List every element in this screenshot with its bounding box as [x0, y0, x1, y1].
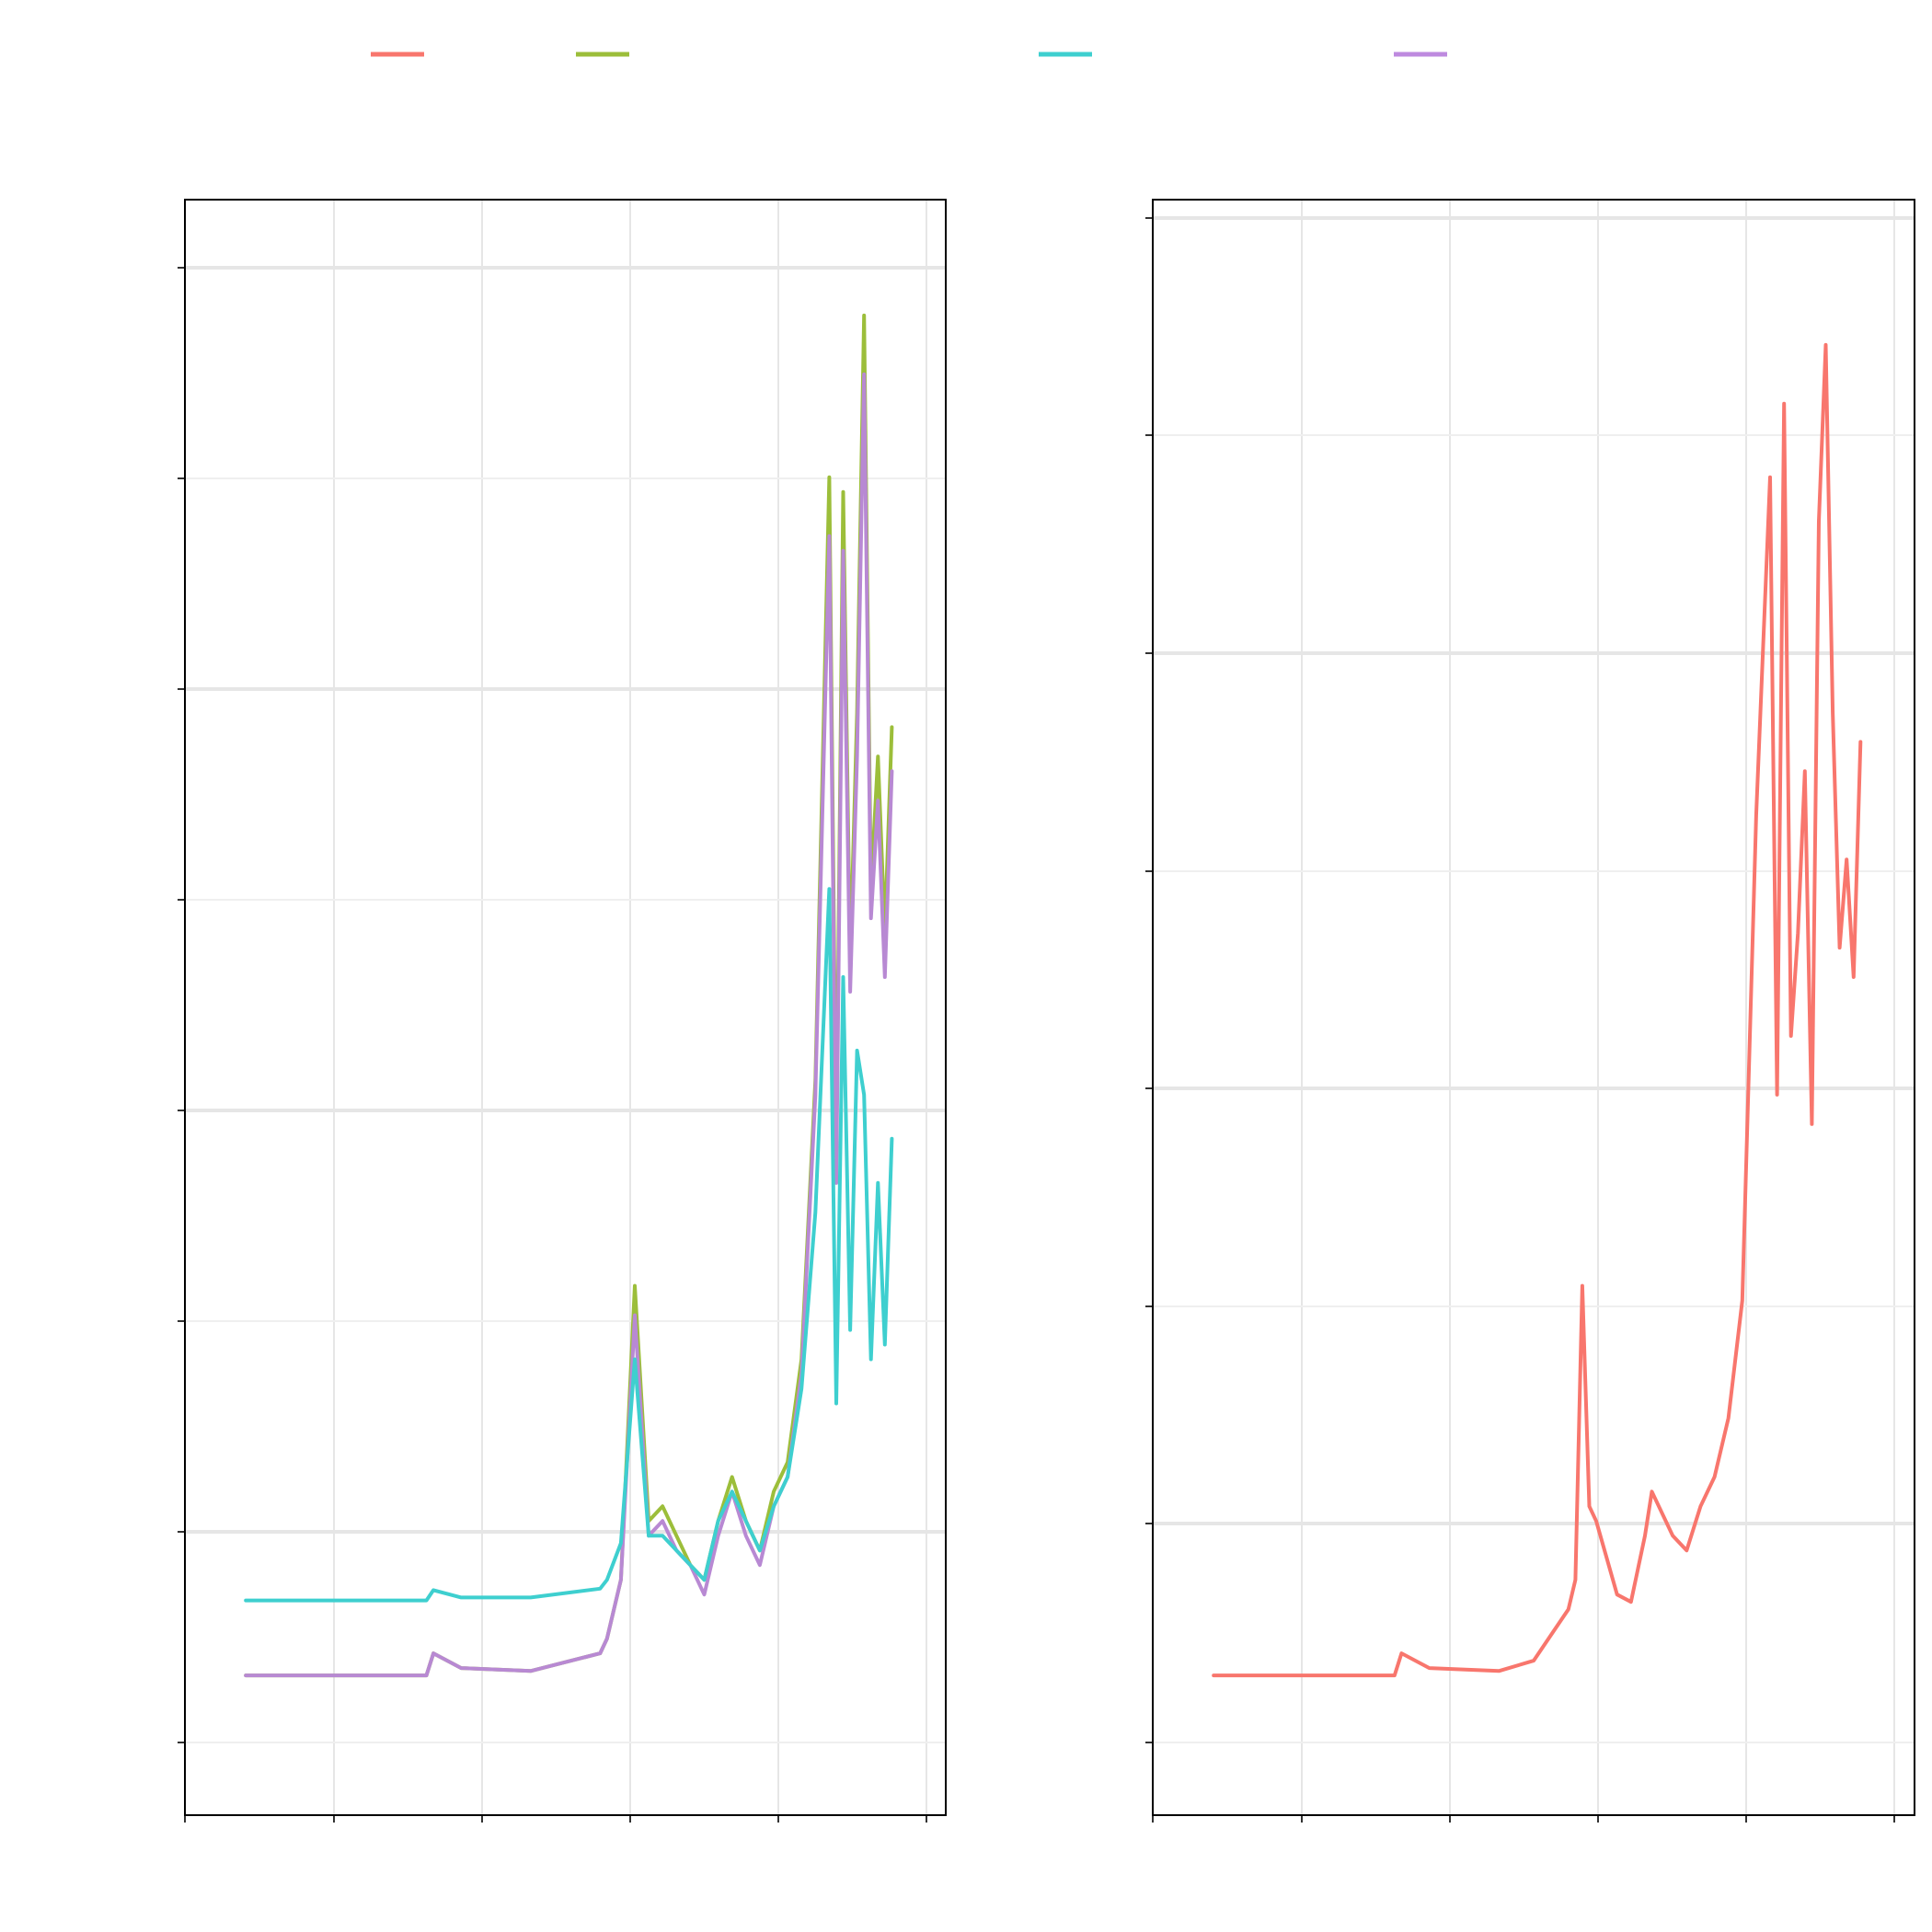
series-line-3 — [244, 887, 894, 1603]
series-line-2 — [244, 372, 894, 1678]
panel-right — [1145, 199, 1915, 1823]
panel-border — [184, 199, 947, 1816]
panel-left — [178, 199, 947, 1823]
series-line-1 — [1212, 342, 1863, 1678]
series-line-1 — [244, 313, 894, 1678]
panel-border — [1152, 199, 1915, 1816]
